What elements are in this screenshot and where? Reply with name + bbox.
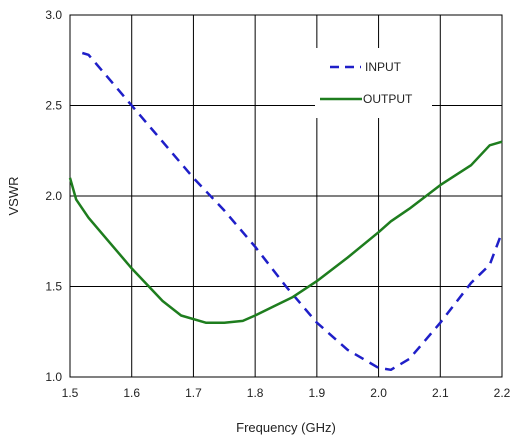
- x-axis-label: Frequency (GHz): [236, 420, 336, 435]
- series-line-output: [68, 140, 503, 324]
- x-tick-label: 1.5: [62, 386, 79, 400]
- legend-label-input: INPUT: [365, 60, 402, 74]
- y-tick-label: 3.0: [45, 8, 62, 22]
- legend-label-output: OUTPUT: [363, 92, 413, 106]
- series-lines: [68, 51, 504, 372]
- legend-box: [315, 48, 432, 118]
- y-tick-label: 2.5: [45, 99, 62, 113]
- x-tick-label: 2.0: [370, 386, 387, 400]
- x-tick-label: 1.9: [309, 386, 326, 400]
- y-tick-labels: 1.0 1.5 2.0 2.5 3.0: [45, 8, 62, 384]
- y-tick-label: 1.5: [45, 280, 62, 294]
- y-tick-label: 2.0: [45, 189, 62, 203]
- x-tick-label: 1.6: [123, 386, 140, 400]
- x-tick-label: 1.7: [185, 386, 202, 400]
- y-tick-label: 1.0: [45, 370, 62, 384]
- y-axis-label: VSWR: [6, 177, 21, 216]
- x-tick-label: 1.8: [247, 386, 264, 400]
- x-tick-label: 2.2: [494, 386, 511, 400]
- x-tick-labels: 1.5 1.6 1.7 1.8 1.9 2.0 2.1 2.2: [62, 386, 511, 400]
- legend: INPUT OUTPUT: [315, 48, 432, 118]
- x-tick-label: 2.1: [432, 386, 449, 400]
